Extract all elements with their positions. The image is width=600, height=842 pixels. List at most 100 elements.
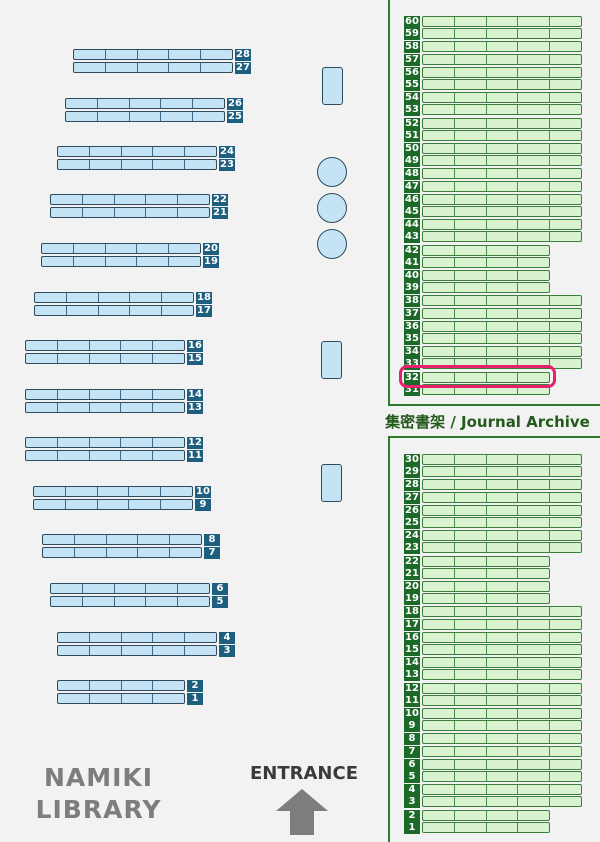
shelf-section [88, 403, 121, 412]
shelf-18[interactable] [422, 606, 582, 617]
shelf-16[interactable] [25, 340, 185, 351]
shelf-6[interactable] [50, 583, 210, 594]
shelf-13[interactable] [422, 669, 582, 680]
shelf-section [549, 518, 581, 527]
shelf-14[interactable] [422, 657, 582, 668]
shelf-1[interactable] [422, 822, 550, 833]
shelf-17[interactable] [422, 619, 582, 630]
shelf-17[interactable] [34, 305, 194, 316]
shelf-4[interactable] [57, 632, 217, 643]
shelf-number-label: 7 [204, 546, 220, 559]
shelf-28[interactable] [422, 479, 582, 490]
shelf-number-label: 43 [404, 230, 420, 243]
shelf-11[interactable] [422, 695, 582, 706]
shelf-15[interactable] [422, 644, 582, 655]
shelf-section [517, 607, 549, 616]
shelf-35[interactable] [422, 333, 582, 344]
shelf-29[interactable] [422, 466, 582, 477]
shelf-45[interactable] [422, 206, 582, 217]
shelf-37[interactable] [422, 308, 582, 319]
shelf-50[interactable] [422, 143, 582, 154]
shelf-25[interactable] [65, 111, 225, 122]
shelf-19[interactable] [422, 593, 550, 604]
shelf-38[interactable] [422, 295, 582, 306]
shelf-3[interactable] [57, 645, 217, 656]
shelf-22[interactable] [422, 556, 550, 567]
shelf-26[interactable] [422, 505, 582, 516]
shelf-26[interactable] [65, 98, 225, 109]
shelf-10[interactable] [33, 486, 193, 497]
shelf-section [152, 354, 184, 363]
shelf-59[interactable] [422, 28, 582, 39]
shelf-11[interactable] [25, 450, 185, 461]
shelf-12[interactable] [25, 437, 185, 448]
shelf-25[interactable] [422, 517, 582, 528]
shelf-3[interactable] [422, 796, 582, 807]
shelf-27[interactable] [73, 62, 233, 73]
shelf-23[interactable] [57, 159, 217, 170]
shelf-section [65, 293, 98, 302]
shelf-number-label: 8 [404, 732, 420, 745]
shelf-8[interactable] [42, 534, 202, 545]
shelf-15[interactable] [25, 353, 185, 364]
shelf-41[interactable] [422, 257, 550, 268]
shelf-6[interactable] [422, 759, 582, 770]
shelf-24[interactable] [422, 530, 582, 541]
shelf-5[interactable] [50, 596, 210, 607]
shelf-19[interactable] [41, 256, 201, 267]
shelf-section [485, 506, 518, 515]
shelf-30[interactable] [422, 454, 582, 465]
shelf-44[interactable] [422, 219, 582, 230]
shelf-5[interactable] [422, 771, 582, 782]
shelf-number-label: 40 [404, 269, 420, 282]
shelf-12[interactable] [422, 683, 582, 694]
shelf-47[interactable] [422, 181, 582, 192]
shelf-27[interactable] [422, 492, 582, 503]
shelf-9[interactable] [33, 499, 193, 510]
shelf-57[interactable] [422, 54, 582, 65]
shelf-14[interactable] [25, 389, 185, 400]
shelf-48[interactable] [422, 168, 582, 179]
shelf-20[interactable] [41, 243, 201, 254]
shelf-51[interactable] [422, 130, 582, 141]
shelf-43[interactable] [422, 231, 582, 242]
shelf-2[interactable] [422, 810, 550, 821]
shelf-39[interactable] [422, 282, 550, 293]
shelf-34[interactable] [422, 346, 582, 357]
shelf-53[interactable] [422, 104, 582, 115]
shelf-9[interactable] [422, 720, 582, 731]
shelf-32[interactable] [422, 372, 550, 383]
shelf-40[interactable] [422, 270, 550, 281]
shelf-8[interactable] [422, 733, 582, 744]
shelf-18[interactable] [34, 292, 194, 303]
shelf-49[interactable] [422, 155, 582, 166]
shelf-24[interactable] [57, 146, 217, 157]
shelf-10[interactable] [422, 708, 582, 719]
shelf-58[interactable] [422, 41, 582, 52]
shelf-36[interactable] [422, 321, 582, 332]
shelf-54[interactable] [422, 92, 582, 103]
shelf-section [453, 721, 486, 730]
shelf-2[interactable] [57, 680, 185, 691]
shelf-56[interactable] [422, 67, 582, 78]
shelf-7[interactable] [42, 547, 202, 558]
shelf-7[interactable] [422, 746, 582, 757]
shelf-16[interactable] [422, 632, 582, 643]
shelf-4[interactable] [422, 784, 582, 795]
shelf-55[interactable] [422, 79, 582, 90]
shelf-13[interactable] [25, 402, 185, 413]
shelf-section [145, 597, 177, 606]
shelf-21[interactable] [50, 207, 210, 218]
shelf-31[interactable] [422, 384, 550, 395]
shelf-42[interactable] [422, 245, 550, 256]
shelf-52[interactable] [422, 118, 582, 129]
shelf-23[interactable] [422, 542, 582, 553]
shelf-46[interactable] [422, 194, 582, 205]
shelf-60[interactable] [422, 16, 582, 27]
shelf-1[interactable] [57, 693, 185, 704]
shelf-22[interactable] [50, 194, 210, 205]
shelf-21[interactable] [422, 568, 550, 579]
shelf-33[interactable] [422, 358, 582, 369]
shelf-20[interactable] [422, 581, 550, 592]
shelf-28[interactable] [73, 49, 233, 60]
